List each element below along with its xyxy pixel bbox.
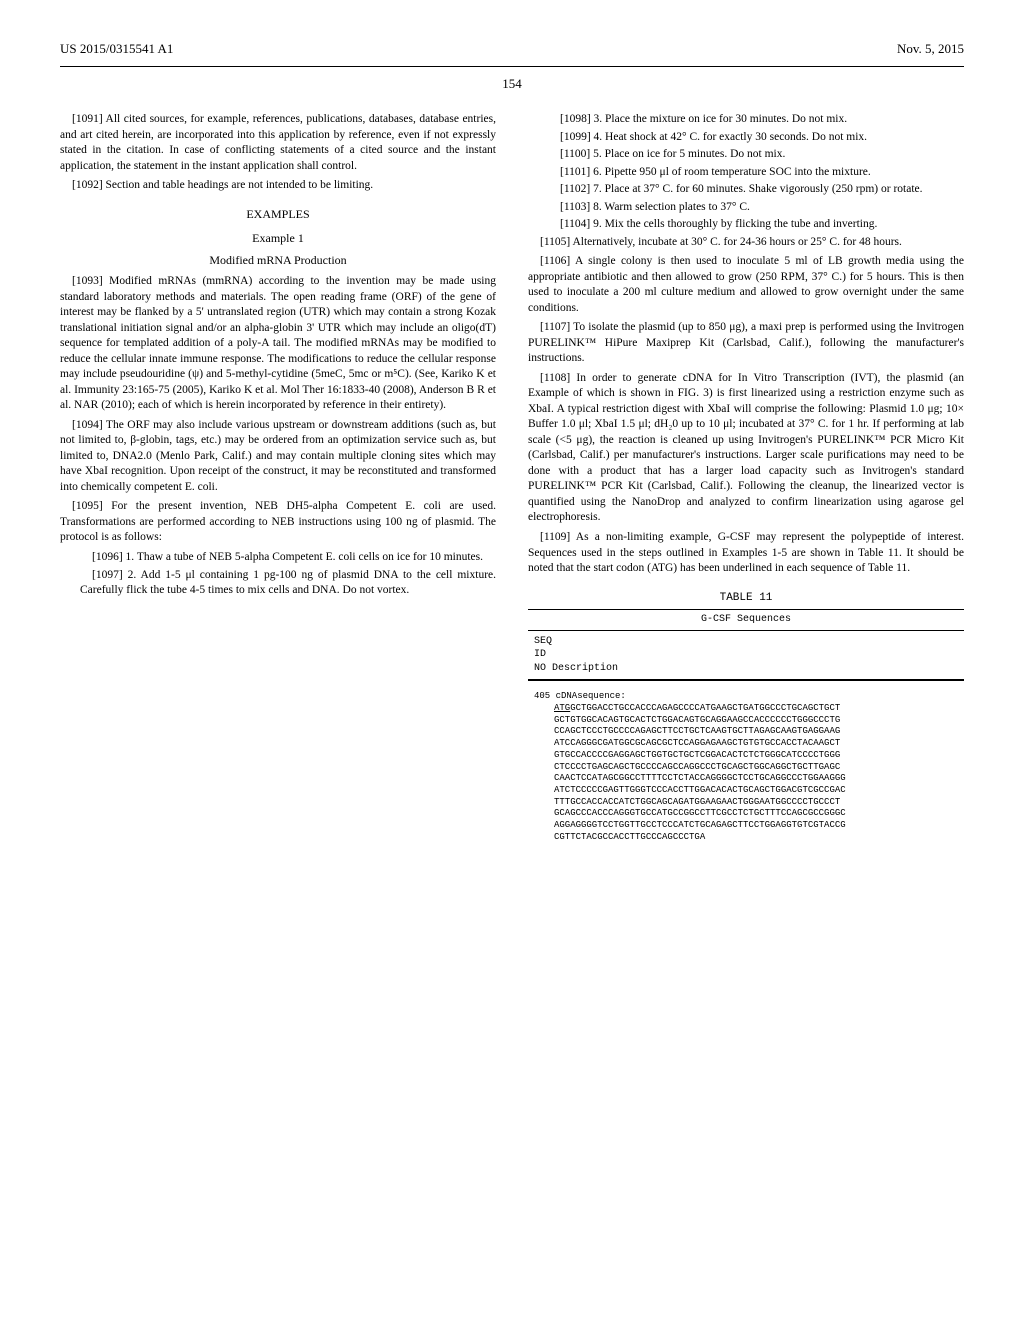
page-header: US 2015/0315541 A1 Nov. 5, 2015 [60, 40, 964, 58]
header-divider [60, 66, 964, 67]
seq-line: CAACTCCATAGCGGCCTTTTCCTCTACCAGGGGCTCCTGC… [534, 773, 964, 785]
para-1101: [1101] 6. Pipette 950 μl of room tempera… [548, 165, 964, 181]
para-1106: [1106] A single colony is then used to i… [528, 254, 964, 316]
start-codon: ATG [554, 703, 570, 713]
para-1094: [1094] The ORF may also include various … [60, 418, 496, 496]
para-1107: [1107] To isolate the plasmid (up to 850… [528, 320, 964, 367]
para-1104: [1104] 9. Mix the cells thoroughly by fl… [548, 217, 964, 233]
table-head-line-1: SEQ [534, 635, 964, 649]
seq-id-no: 405 [534, 691, 550, 701]
para-1099: [1099] 4. Heat shock at 42° C. for exact… [548, 130, 964, 146]
page-number: 154 [60, 75, 964, 93]
seq-line: GCAGCCCACCCAGGGTGCCATGCCGGCCTTCGCCTCTGCT… [534, 808, 964, 820]
para-1102: [1102] 7. Place at 37° C. for 60 minutes… [548, 182, 964, 198]
publication-date: Nov. 5, 2015 [897, 40, 964, 58]
seq-rest-0: GCTGGACCTGCCACCCAGAGCCCCATGAAGCTGATGGCCC… [570, 703, 840, 713]
seq-line-first: ATGGCTGGACCTGCCACCCAGAGCCCCATGAAGCTGATGG… [534, 703, 964, 715]
table-head-line-3: NO Description [534, 662, 964, 676]
para-1097: [1097] 2. Add 1-5 μl containing 1 pg-100… [80, 568, 496, 599]
para-1092: [1092] Section and table headings are no… [60, 178, 496, 194]
example-1-title: Modified mRNA Production [60, 252, 496, 268]
para-1091: [1091] All cited sources, for example, r… [60, 112, 496, 174]
para-1103: [1103] 8. Warm selection plates to 37° C… [548, 200, 964, 216]
seq-line: CCAGCTCCCTGCCCCAGAGCTTCCTGCTCAAGTGCTTAGA… [534, 726, 964, 738]
right-column: [1098] 3. Place the mixture on ice for 3… [528, 112, 964, 845]
para-1105: [1105] Alternatively, incubate at 30° C.… [528, 235, 964, 251]
left-column: [1091] All cited sources, for example, r… [60, 112, 496, 845]
seq-line: TTTGCCACCACCATCTGGCAGCAGATGGAAGAACTGGGAA… [534, 797, 964, 809]
seq-line: ATCCAGGGCGATGGCGCAGCGCTCCAGGAGAAGCTGTGTG… [534, 738, 964, 750]
para-1100: [1100] 5. Place on ice for 5 minutes. Do… [548, 147, 964, 163]
example-1-heading: Example 1 [60, 230, 496, 246]
seq-line: GTGCCACCCCGAGGAGCTGGTGCTGCTCGGACACTCTCTG… [534, 750, 964, 762]
examples-heading: EXAMPLES [60, 206, 496, 222]
table-header: SEQ ID NO Description [528, 631, 964, 681]
seq-line: ATCTCCCCCGAGTTGGGTCCCACCTTGGACACACTGCAGC… [534, 785, 964, 797]
para-1096: [1096] 1. Thaw a tube of NEB 5-alpha Com… [80, 550, 496, 566]
para-1095: [1095] For the present invention, NEB DH… [60, 499, 496, 546]
para-1109: [1109] As a non-limiting example, G-CSF … [528, 530, 964, 577]
publication-number: US 2015/0315541 A1 [60, 40, 173, 58]
table-title: G-CSF Sequences [528, 610, 964, 631]
seq-line: GCTGTGGCACAGTGCACTCTGGACAGTGCAGGAAGCCACC… [534, 715, 964, 727]
para-1108: [1108] In order to generate cDNA for In … [528, 371, 964, 526]
table-body: 405 cDNAsequence: ATGGCTGGACCTGCCACCCAGA… [528, 687, 964, 845]
para-1098: [1098] 3. Place the mixture on ice for 3… [548, 112, 964, 128]
para-1093: [1093] Modified mRNAs (mmRNA) according … [60, 274, 496, 414]
table-head-line-2: ID [534, 648, 964, 662]
seq-description: cDNAsequence: [556, 691, 626, 701]
seq-row-label: 405 cDNAsequence: [534, 691, 964, 703]
seq-line: CGTTCTACGCCACCTTGCCCAGCCCTGA [534, 832, 964, 844]
seq-line: AGGAGGGGTCCTGGTTGCCTCCCATCTGCAGAGCTTCCTG… [534, 820, 964, 832]
table-11: G-CSF Sequences SEQ ID NO Description [528, 609, 964, 681]
seq-line: CTCCCCTGAGCAGCTGCCCCAGCCAGGCCCTGCAGCTGGC… [534, 762, 964, 774]
table-caption: TABLE 11 [528, 591, 964, 606]
body-columns: [1091] All cited sources, for example, r… [60, 112, 964, 845]
